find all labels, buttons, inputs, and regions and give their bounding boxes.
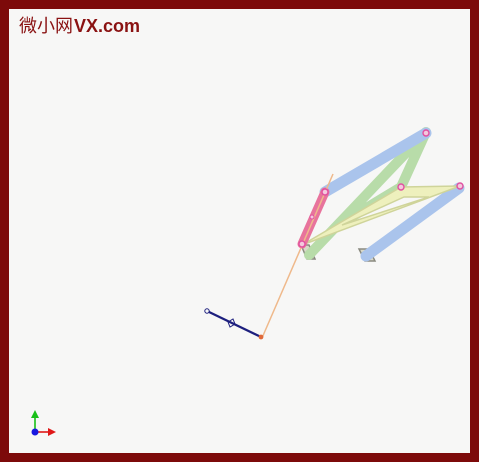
mechanism-viewport[interactable]: 微小网 VX.com — [9, 9, 470, 453]
xyz-axis-triad-icon — [31, 410, 56, 436]
mechanism-scene — [31, 127, 465, 436]
trace-line — [261, 173, 334, 339]
joint-coupler-top — [321, 188, 329, 196]
blue-link-upper[interactable] — [319, 127, 432, 198]
joint-coupler-mid — [309, 214, 315, 220]
joint-coupler-bottom — [298, 240, 306, 248]
joint-top-right — [422, 129, 430, 137]
watermark-chinese: 微小网 — [19, 16, 73, 37]
joint-right — [456, 182, 464, 190]
input-crank[interactable] — [204, 308, 264, 340]
yellow-link[interactable] — [301, 185, 461, 246]
watermark-latin: VX.com — [74, 16, 141, 36]
blue-link-lower[interactable] — [360, 182, 465, 262]
joint-markers — [298, 129, 464, 248]
joint-middle — [397, 183, 405, 191]
watermark: 微小网 VX.com — [19, 15, 140, 37]
